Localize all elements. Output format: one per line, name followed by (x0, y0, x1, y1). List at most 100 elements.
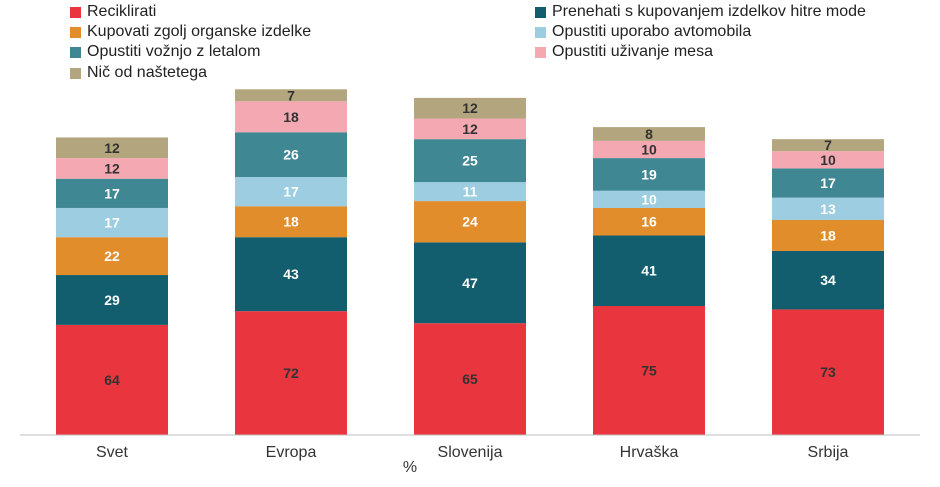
bar-segment (593, 190, 705, 208)
data-label: 17 (104, 215, 120, 231)
data-label: 73 (820, 364, 836, 380)
legend-label: Nič od naštetega (87, 64, 208, 81)
data-label: 26 (283, 147, 299, 163)
bar-segment (414, 118, 526, 140)
x-tick-label: Evropa (266, 444, 317, 461)
data-label: 22 (104, 248, 120, 264)
data-label: 12 (104, 160, 120, 176)
bar-segment (414, 242, 526, 324)
bar-segment (56, 275, 168, 325)
bar-segment (56, 178, 168, 208)
data-label: 17 (283, 184, 299, 200)
legend-item-reciklirati: Reciklirati (70, 3, 156, 21)
bar-segment (772, 309, 884, 435)
data-label: 64 (104, 372, 120, 388)
legend-item-kupovati: Kupovati zgolj organske izdelke (70, 23, 311, 41)
bar-segment (593, 127, 705, 141)
x-tick-label: Slovenija (438, 444, 503, 461)
data-label: 72 (283, 365, 299, 381)
legend-swatch (70, 46, 81, 58)
bar-segment (593, 140, 705, 159)
bar-segment (593, 207, 705, 236)
bar-segment (235, 177, 347, 207)
data-label: 12 (462, 121, 478, 137)
legend-label: Opustiti uporabo avtomobila (552, 23, 752, 40)
legend-item-prenehati: Prenehati s kupovanjem izdelkov hitre mo… (535, 3, 866, 21)
legend-swatch (535, 6, 546, 18)
legend-item-letalo: Opustiti vožnjo z letalom (70, 43, 260, 61)
legend-swatch (535, 46, 546, 58)
bar-segment (235, 101, 347, 133)
data-label: 47 (462, 275, 478, 291)
legend-label: Reciklirati (87, 3, 157, 20)
legend-label: Opustiti vožnjo z letalom (87, 43, 261, 60)
legend-swatch (535, 26, 546, 38)
bar-segment (414, 182, 526, 202)
bar-segment (772, 168, 884, 198)
data-label: 43 (283, 266, 299, 282)
data-label: 7 (287, 87, 295, 103)
legend-item-avtomobil: Opustiti uporabo avtomobila (535, 23, 751, 41)
legend-label: Opustiti uživanje mesa (552, 43, 713, 60)
bar-segment (56, 207, 168, 238)
data-label: 41 (641, 263, 657, 279)
data-label: 18 (820, 227, 836, 243)
x-tick-labels: Svet Evropa Slovenija Hrvaška Srbija (96, 444, 849, 461)
data-label: 34 (820, 272, 836, 288)
bar-segment (56, 237, 168, 276)
x-axis-title: % (403, 459, 417, 476)
data-label: 7 (824, 137, 832, 153)
data-label: 17 (104, 185, 120, 201)
bar-segment (56, 137, 168, 159)
bar-segment (772, 139, 884, 152)
bar-segment (772, 250, 884, 310)
bar-segment (235, 89, 347, 102)
data-label: 16 (641, 214, 657, 230)
bar-segment (235, 132, 347, 177)
data-label: 11 (463, 184, 478, 200)
bar-segment (414, 201, 526, 243)
x-tick-label: Hrvaška (620, 444, 679, 461)
legend-label: Kupovati zgolj organske izdelke (87, 23, 312, 40)
data-label: 24 (462, 214, 478, 230)
bar-segment (56, 324, 168, 435)
bars-group: 64 29 22 17 17 12 12 72 43 18 17 26 18 7 65 47 24 11 25 12 1… (56, 87, 884, 435)
x-tick-label: Srbija (808, 444, 849, 461)
bar-segment (772, 197, 884, 220)
bar-segment (593, 235, 705, 306)
bar-segment (414, 97, 526, 119)
data-label: 19 (641, 166, 657, 182)
data-label: 10 (820, 152, 836, 168)
bar-segment (593, 306, 705, 435)
bar-segment (414, 139, 526, 183)
data-label: 25 (462, 153, 478, 169)
legend-swatch (70, 26, 81, 38)
bar-segment (772, 151, 884, 169)
data-label: 13 (820, 201, 836, 217)
legend-item-nic: Nič od naštetega (70, 64, 207, 82)
legend: Reciklirati Prenehati s kupovanjem izdel… (0, 0, 940, 90)
data-label: 18 (283, 214, 299, 230)
bar-segment (593, 158, 705, 191)
x-tick-label: Svet (96, 444, 129, 461)
data-label: 12 (104, 140, 120, 156)
data-label: 17 (820, 175, 836, 191)
legend-swatch (70, 6, 81, 18)
bar-segment (772, 220, 884, 251)
data-label: 75 (641, 363, 657, 379)
data-label: 65 (462, 371, 478, 387)
legend-swatch (70, 67, 81, 79)
legend-item-meso: Opustiti uživanje mesa (535, 43, 713, 61)
data-label: 10 (641, 191, 657, 207)
bar-segment (235, 311, 347, 435)
bar-segment (414, 323, 526, 435)
data-label: 18 (283, 109, 299, 125)
bar-segment (56, 158, 168, 179)
data-label: 12 (462, 100, 478, 116)
bar-segment (235, 206, 347, 238)
bar-segment (235, 237, 347, 312)
data-label: 10 (641, 141, 657, 157)
legend-label: Prenehati s kupovanjem izdelkov hitre mo… (552, 3, 866, 20)
data-label: 29 (104, 292, 120, 308)
